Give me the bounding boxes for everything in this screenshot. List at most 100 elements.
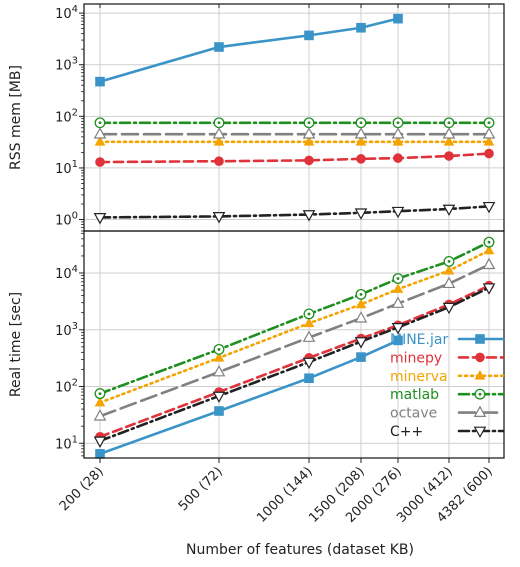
data-point [391,206,405,219]
legend: MINE.jar minepy minerva matlab octave C++ [390,332,505,440]
data-point [442,276,456,289]
series-line [98,152,491,164]
data-point [302,357,316,370]
legend-label: C++ [390,424,423,440]
data-point [443,136,455,146]
legend-marker [475,352,485,363]
data-point [93,409,107,421]
data-point [302,127,316,139]
data-point [212,391,226,404]
data-point [482,283,496,295]
legend-label: minerva [390,369,448,385]
data-point [483,244,495,255]
data-point [443,117,455,129]
legend-label: MINE.jar [390,332,448,348]
data-point [356,352,366,362]
legend-marker [474,370,486,380]
y-tick-label: 101 [55,434,78,452]
data-point [212,364,226,377]
data-point [95,157,105,167]
y-axis-label: RSS mem [MB] [8,65,24,170]
data-point [482,257,496,270]
data-point [214,406,224,416]
data-point [94,388,106,400]
series-line [98,339,400,456]
axes-layer: 100 101 102 103 104 RSS mem [MB] 101 102 103 104 R… [8,3,505,526]
data-point [213,343,225,355]
data-point [213,352,225,362]
data-point [303,117,315,129]
data-point [304,373,314,384]
data-point [212,212,226,224]
x-tick-label: 500 (72) [176,464,226,514]
data-point [303,317,315,328]
panel-frame [83,230,505,459]
data-point [483,236,495,248]
data-point [392,283,404,293]
data-point [391,323,405,335]
data-point [93,127,107,139]
data-point [303,136,315,146]
data-point [354,127,368,139]
data-point [302,330,316,342]
data-point [484,148,494,159]
data-point [355,136,367,146]
data-point [482,127,496,139]
data-point [392,273,404,284]
data-point [392,136,404,146]
legend-marker [473,405,487,417]
data-point [442,127,456,139]
data-point [355,117,367,129]
data-point [213,117,225,129]
y-tick-label: 101 [55,159,78,177]
data-point [212,127,226,139]
data-point [94,117,106,129]
data-point [354,208,368,220]
data-point [93,436,107,448]
data-point [214,42,224,52]
x-tick-label: 200 (28) [57,464,107,514]
legend-marker [475,334,485,344]
data-point [443,264,455,275]
data-point [356,22,366,33]
data-point [442,204,456,217]
data-point [482,201,496,214]
data-point [95,76,105,87]
data-point [95,449,105,459]
legend-marker [474,388,486,400]
y-tick-label: 102 [55,107,78,125]
data-point [304,155,314,166]
data-point [213,136,225,146]
data-point [356,154,366,164]
data-point [483,117,495,129]
data-point [94,136,106,146]
x-axis-label: Number of features (dataset KB) [186,542,414,558]
data-point [94,396,106,407]
data-point [393,153,403,163]
data-point [304,30,314,41]
y-tick-label: 103 [55,321,78,339]
data-point [442,302,456,315]
data-point [355,298,367,309]
data-point [443,255,455,267]
data-point [393,335,403,346]
legend-label: matlab [390,387,439,403]
series-line [98,17,400,83]
data-point [93,213,107,225]
data-point [354,337,368,349]
data-point [354,311,368,323]
series-layer [93,13,496,459]
legend-label: minepy [390,350,442,366]
data-point [444,151,454,161]
data-point [302,210,316,222]
data-point [303,308,315,320]
data-point [391,296,405,308]
data-point [355,288,367,300]
y-tick-label: 103 [55,56,78,74]
y-tick-label: 100 [55,211,78,229]
data-point [393,13,403,24]
data-point [391,127,405,139]
y-tick-label: 102 [55,378,78,396]
y-tick-label: 104 [55,4,78,22]
